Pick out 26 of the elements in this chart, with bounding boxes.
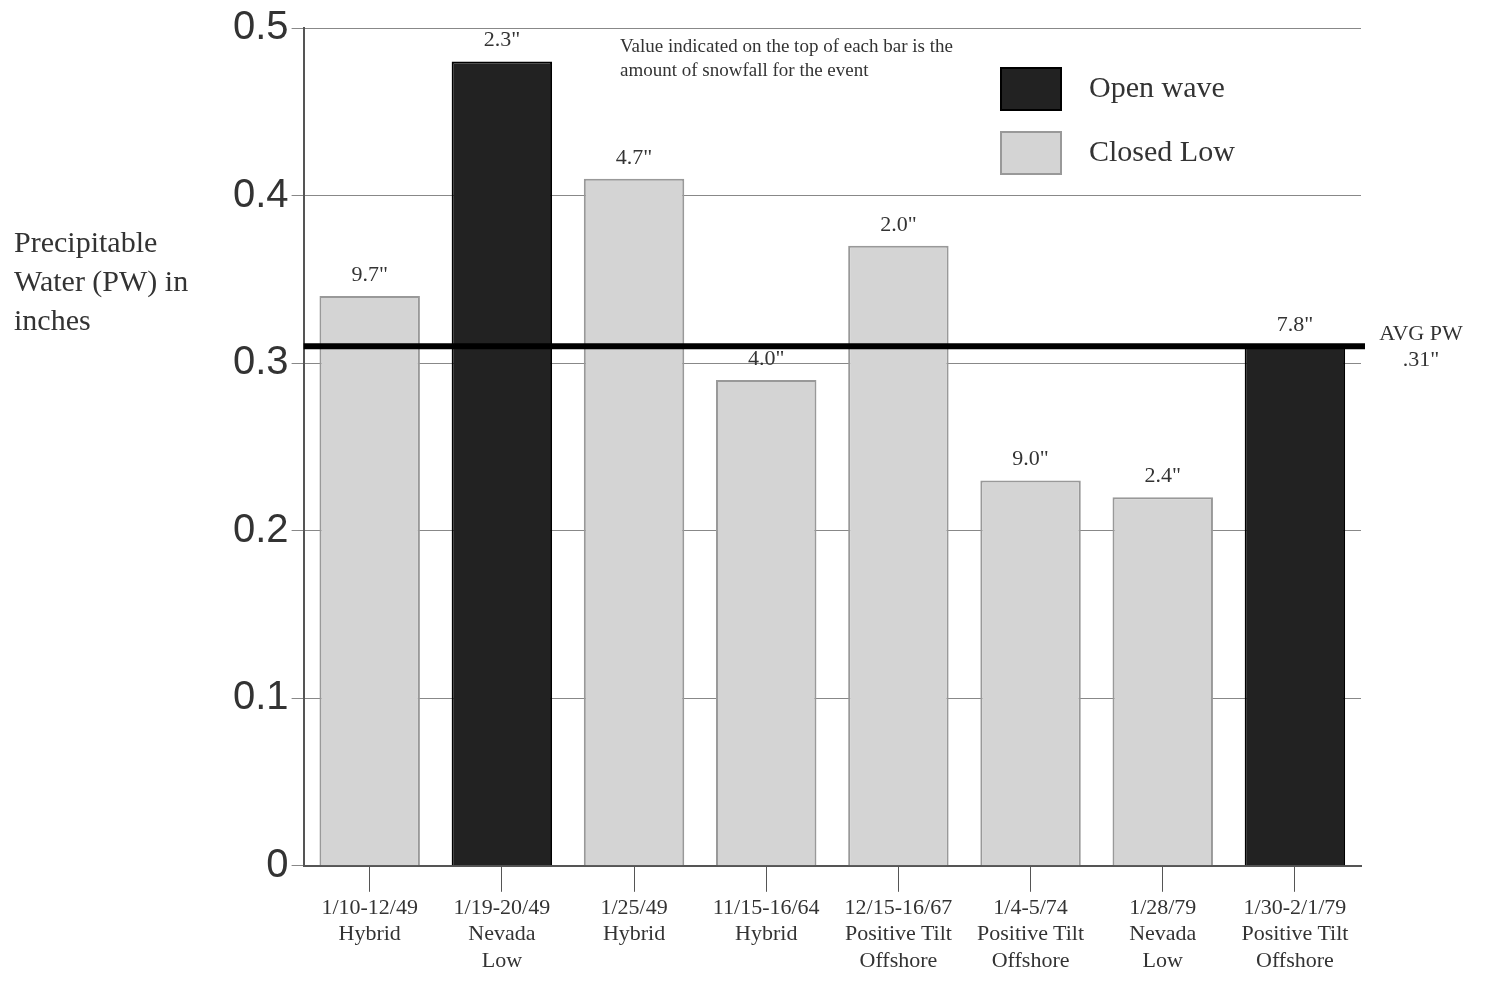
y-tick-label: 0.3 — [233, 338, 289, 383]
annotation: 2.4" — [1144, 461, 1181, 487]
y-tick-label: 0.2 — [233, 505, 289, 550]
ref-line-label: AVG PW .31" — [1379, 320, 1463, 372]
y-tick-label: 0.4 — [233, 170, 289, 215]
annotation: 7.8" — [1276, 311, 1314, 337]
x-tick-label: 1/28/79 Nevada Low — [1129, 893, 1197, 972]
y-tick-label: 0.1 — [233, 673, 289, 718]
annotation: 4.7" — [615, 143, 653, 169]
x-tick-label: 12/15-16/67 Positive Tilt Offshore — [844, 893, 953, 972]
y-axis-title: Precipitable Water (PW) in inches — [14, 224, 190, 338]
annotation: 9.7" — [351, 260, 388, 286]
x-tick-label: 1/10-12/49 Hybrid — [321, 893, 418, 946]
legend-label: Closed Low — [1089, 133, 1236, 167]
x-tick-label: 1/25/49 Hybrid — [600, 893, 668, 946]
x-tick-label: 1/30-2/1/79 Positive Tilt Offshore — [1241, 893, 1349, 972]
annotation: 9.0" — [1012, 445, 1049, 471]
x-tick-label: 1/19-20/49 Nevada Low — [453, 893, 551, 972]
legend-label: Open wave — [1089, 69, 1225, 103]
annotation: 2.0" — [880, 210, 917, 236]
annotation: Value indicated on the top of each bar is the amount of snowfall for the event — [620, 35, 953, 81]
x-tick-label: 11/15-16/64 Hybrid — [712, 893, 820, 946]
y-tick-label: 0 — [266, 840, 289, 885]
x-tick-label: 1/4-5/74 Positive Tilt Offshore — [977, 893, 1085, 972]
annotation: 2.3" — [483, 26, 521, 52]
y-tick-label: 0.5 — [233, 3, 289, 48]
